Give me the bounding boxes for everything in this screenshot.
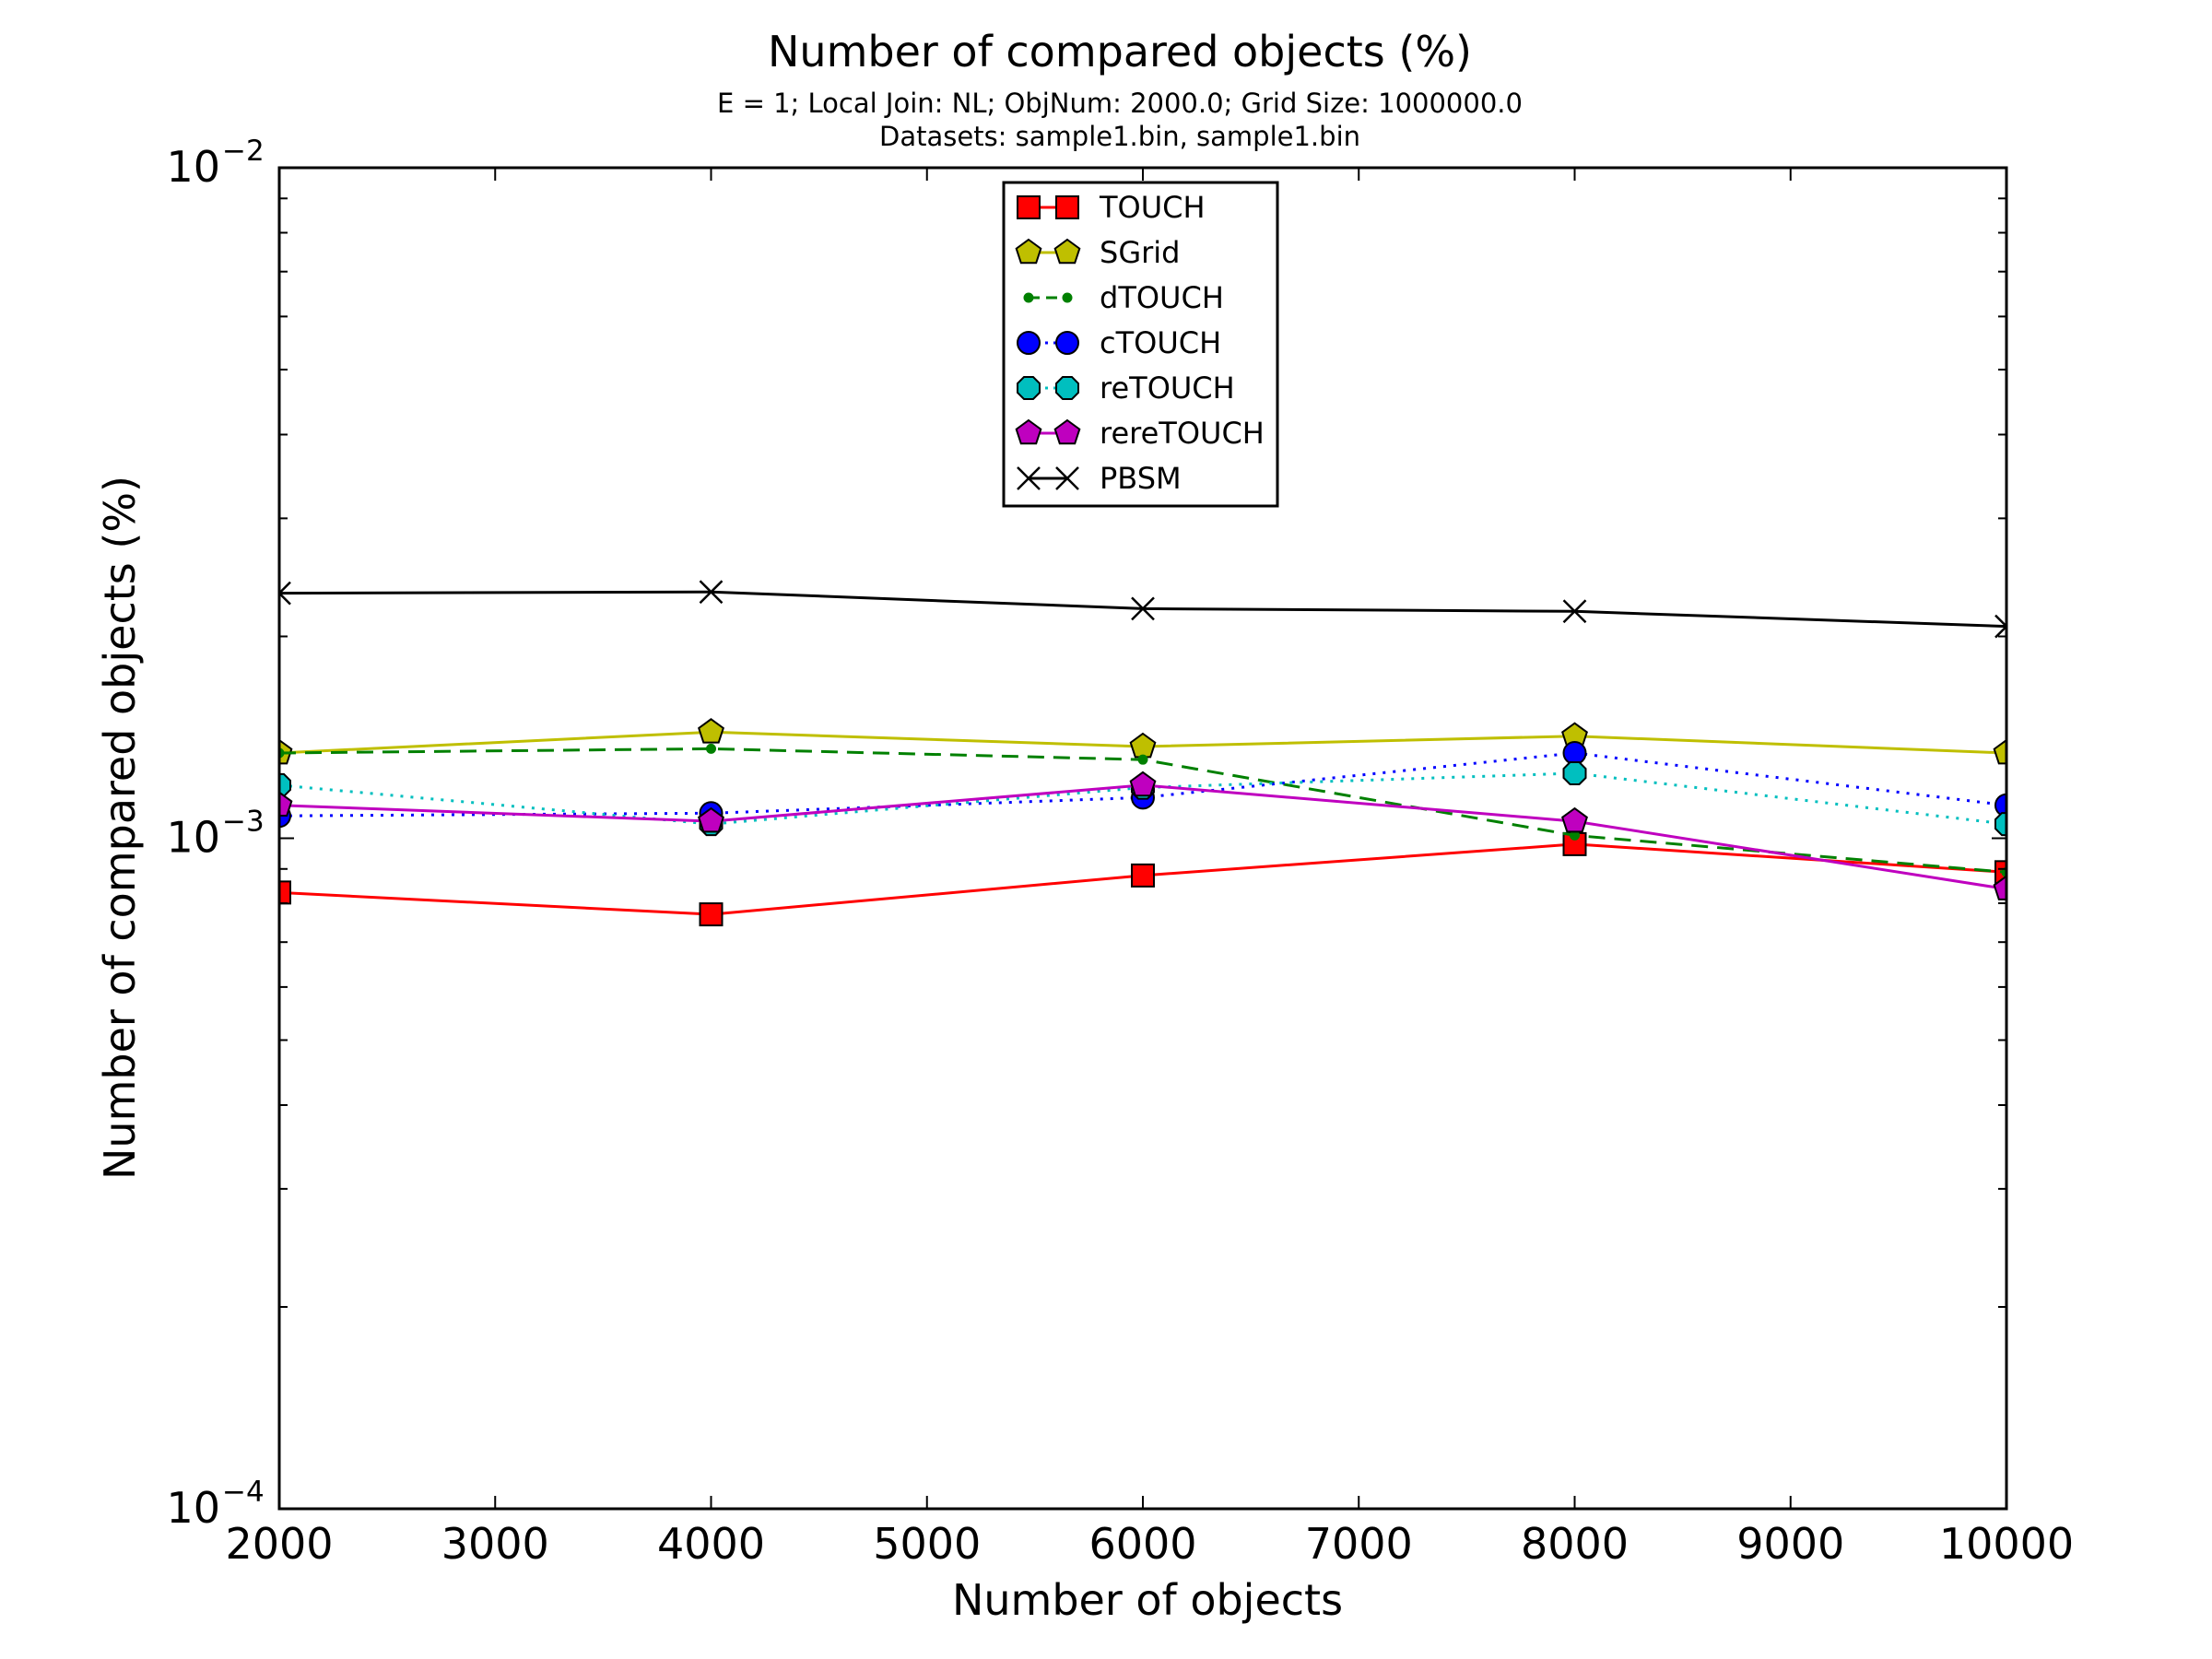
legend-marker (1055, 331, 1079, 355)
legend-label: cTOUCH (1100, 325, 1221, 360)
legend-entry-ctouch: cTOUCH (1017, 325, 1221, 360)
legend-entry-sgrid: SGrid (1015, 235, 1180, 270)
data-point-ctouch (1562, 741, 1587, 766)
data-point-reretouch (1993, 875, 2006, 900)
legend-label: dTOUCH (1100, 280, 1224, 315)
marker-x-stroke (279, 591, 291, 606)
data-point-dtouch (706, 743, 716, 754)
legend-marker (1017, 466, 1041, 490)
legend-entry-touch: TOUCH (1017, 190, 1206, 225)
x-tick-label: 4000 (657, 1519, 765, 1569)
legend-marker (1053, 238, 1081, 265)
legend-marker (1023, 292, 1034, 303)
x-tick-label: 5000 (873, 1519, 981, 1569)
y-tick-label: 10 (166, 813, 220, 863)
series-sgrid (279, 718, 2006, 765)
x-tick-label: 9000 (1736, 1519, 1844, 1569)
legend-entry-reretouch: rereTOUCH (1015, 416, 1265, 451)
x-axis-label: Number of objects (952, 1575, 1343, 1625)
legend: TOUCH SGrid dTOUCH cTOUCH reTOUCH rereTOUCH PB… (1002, 181, 1279, 508)
data-point-reretouch (698, 806, 724, 833)
data-point-pbsm (1994, 614, 2006, 639)
marker-x-stroke (1017, 466, 1041, 490)
marker-x-stroke (699, 580, 724, 605)
x-tick-label: 6000 (1088, 1519, 1196, 1569)
x-tick-label: 10000 (1939, 1519, 2074, 1569)
x-tick-label: 3000 (441, 1519, 549, 1569)
data-point-retouch (1562, 761, 1587, 785)
legend-label: PBSM (1100, 461, 1182, 496)
data-point-retouch (1994, 812, 2006, 837)
chart-subtitle-line-2: Datasets: sample1.bin, sample1.bin (879, 121, 1360, 152)
x-tick-label: 7000 (1305, 1519, 1413, 1569)
data-point-reretouch (279, 791, 293, 817)
chart-title: Number of compared objects (%) (768, 27, 1472, 76)
y-tick-label-exponent: −2 (222, 135, 265, 168)
marker-x-stroke (1055, 466, 1079, 490)
series-reretouch (279, 771, 2006, 900)
plot-area (279, 580, 2006, 927)
data-point-pbsm (699, 580, 724, 605)
legend-marker (1017, 195, 1041, 219)
legend-marker (1055, 195, 1079, 219)
legend-marker (1055, 466, 1079, 490)
data-point-reretouch (1561, 806, 1588, 833)
y-tick-label: 10 (166, 142, 220, 192)
data-point-pbsm (279, 581, 291, 606)
marker-x-stroke (279, 581, 291, 595)
data-point-pbsm (1562, 599, 1587, 624)
legend-marker (1062, 292, 1073, 303)
y-tick-label: 10 (166, 1483, 220, 1533)
x-tick-label: 2000 (225, 1519, 333, 1569)
data-point-touch (279, 880, 291, 905)
legend-marker (1015, 418, 1042, 445)
y-tick-label-exponent: −3 (222, 806, 265, 839)
data-point-touch (1131, 863, 1155, 888)
legend-box (1002, 181, 1279, 508)
data-point-sgrid (698, 718, 724, 744)
legend-label: reTOUCH (1100, 371, 1235, 406)
legend-marker (1055, 376, 1079, 400)
legend-marker (1017, 331, 1041, 355)
y-tick-label-exponent: −4 (222, 1476, 265, 1509)
series-pbsm (279, 580, 2006, 639)
x-tick-label: 8000 (1521, 1519, 1629, 1569)
data-point-touch (699, 902, 724, 927)
legend-label: SGrid (1100, 235, 1180, 270)
data-point-pbsm (1131, 596, 1155, 621)
series-touch (279, 831, 2006, 927)
legend-marker (1015, 238, 1042, 265)
marker-x-stroke (1994, 614, 2006, 629)
legend-entry-dtouch: dTOUCH (1023, 280, 1224, 315)
marker-x-stroke (1131, 596, 1155, 621)
data-point-dtouch (1137, 754, 1148, 765)
legend-marker (1053, 418, 1081, 445)
legend-entry-pbsm: PBSM (1017, 461, 1182, 496)
y-axis-label: Number of compared objects (%) (95, 476, 145, 1180)
legend-marker (1017, 376, 1041, 400)
axes: 2000 3000 4000 5000 6000 7000 8000 9000 1000010−… (166, 135, 2074, 1569)
data-point-sgrid (1993, 738, 2006, 765)
marker-x-stroke (1994, 624, 2006, 639)
data-point-ctouch (1994, 793, 2006, 818)
legend-label: rereTOUCH (1100, 416, 1265, 451)
legend-entry-retouch: reTOUCH (1017, 371, 1235, 406)
data-point-reretouch (1129, 771, 1157, 797)
marker-x-stroke (1562, 599, 1587, 624)
chart-subtitle-line-1: E = 1; Local Join: NL; ObjNum: 2000.0; G… (717, 88, 1523, 119)
legend-label: TOUCH (1099, 190, 1206, 225)
